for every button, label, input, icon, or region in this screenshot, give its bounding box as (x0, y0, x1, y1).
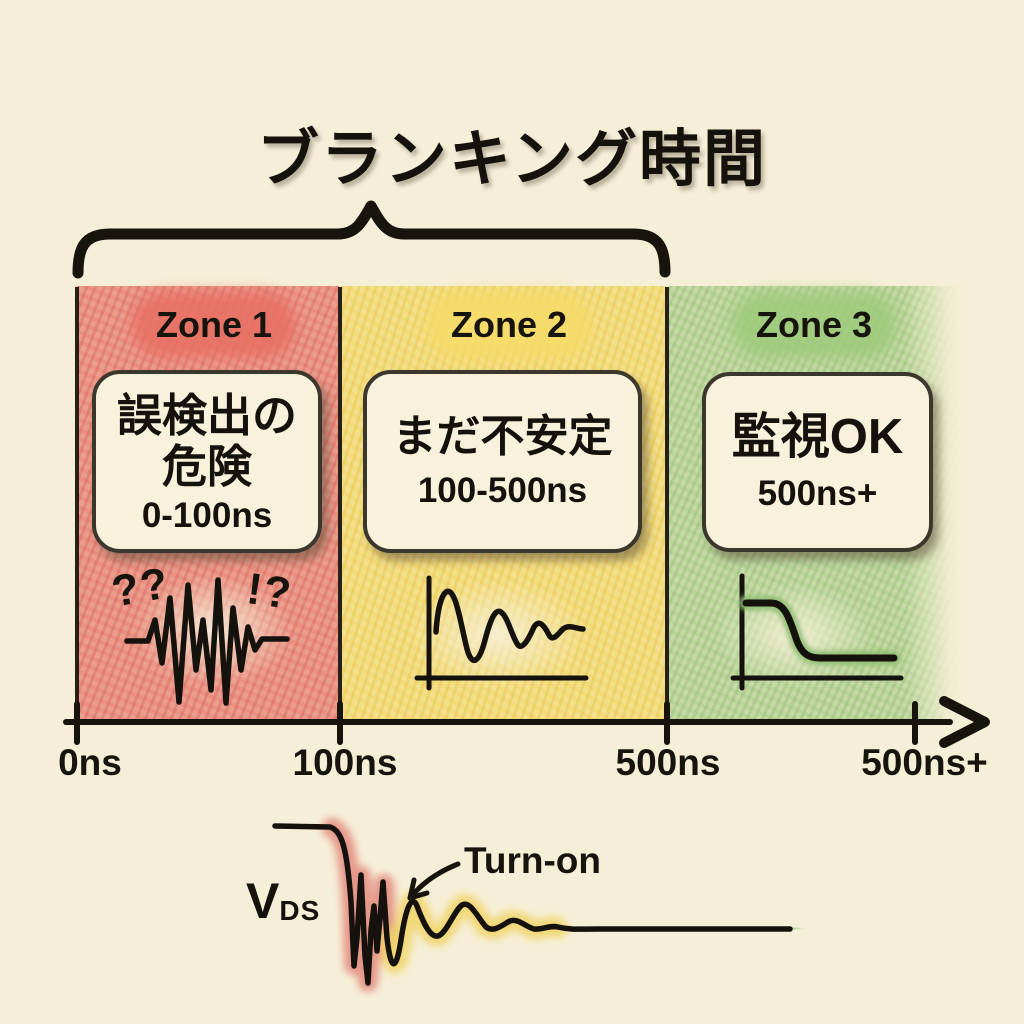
vds-settled-glow (543, 919, 799, 938)
zone2-card: まだ不安定 100-500ns (363, 370, 642, 553)
zone1-exclamation-mark: !? (243, 564, 296, 619)
zone1-card-heading: 誤検出の 危険 (116, 390, 297, 492)
axis-label-500ns: 500ns (615, 742, 721, 783)
zone3-card-range: 500ns+ (757, 474, 878, 514)
vds-unstable-glow (378, 891, 568, 974)
axis-label-100ns: 100ns (292, 742, 398, 783)
axis-label-0ns: 0ns (58, 742, 122, 783)
brace (72, 200, 671, 279)
turn-on-arrow (407, 861, 461, 901)
zone2-label: Zone 2 (437, 302, 582, 348)
vds-signal-label: VDS (246, 873, 321, 929)
zone1-card-range: 0-100ns (141, 495, 273, 535)
page-title: ブランキング時間 (256, 125, 768, 194)
zone2-card-heading: まだ不安定 (392, 411, 613, 461)
zone1-card: 誤検出の 危険 0-100ns (92, 370, 322, 553)
zone1-label: Zone 1 (142, 302, 287, 348)
zone3-card: 監視OK 500ns+ (702, 372, 933, 552)
axis-label-500nsplus: 500ns+ (861, 742, 988, 783)
turn-on-annotation: Turn-on (464, 840, 601, 881)
zone1-question-marks: ?? (108, 558, 174, 617)
vds-ringing-glow (322, 818, 398, 992)
zone3-card-heading: 監視OK (731, 409, 904, 464)
zone2-card-range: 100-500ns (417, 471, 588, 511)
zone3-label: Zone 3 (742, 302, 887, 348)
